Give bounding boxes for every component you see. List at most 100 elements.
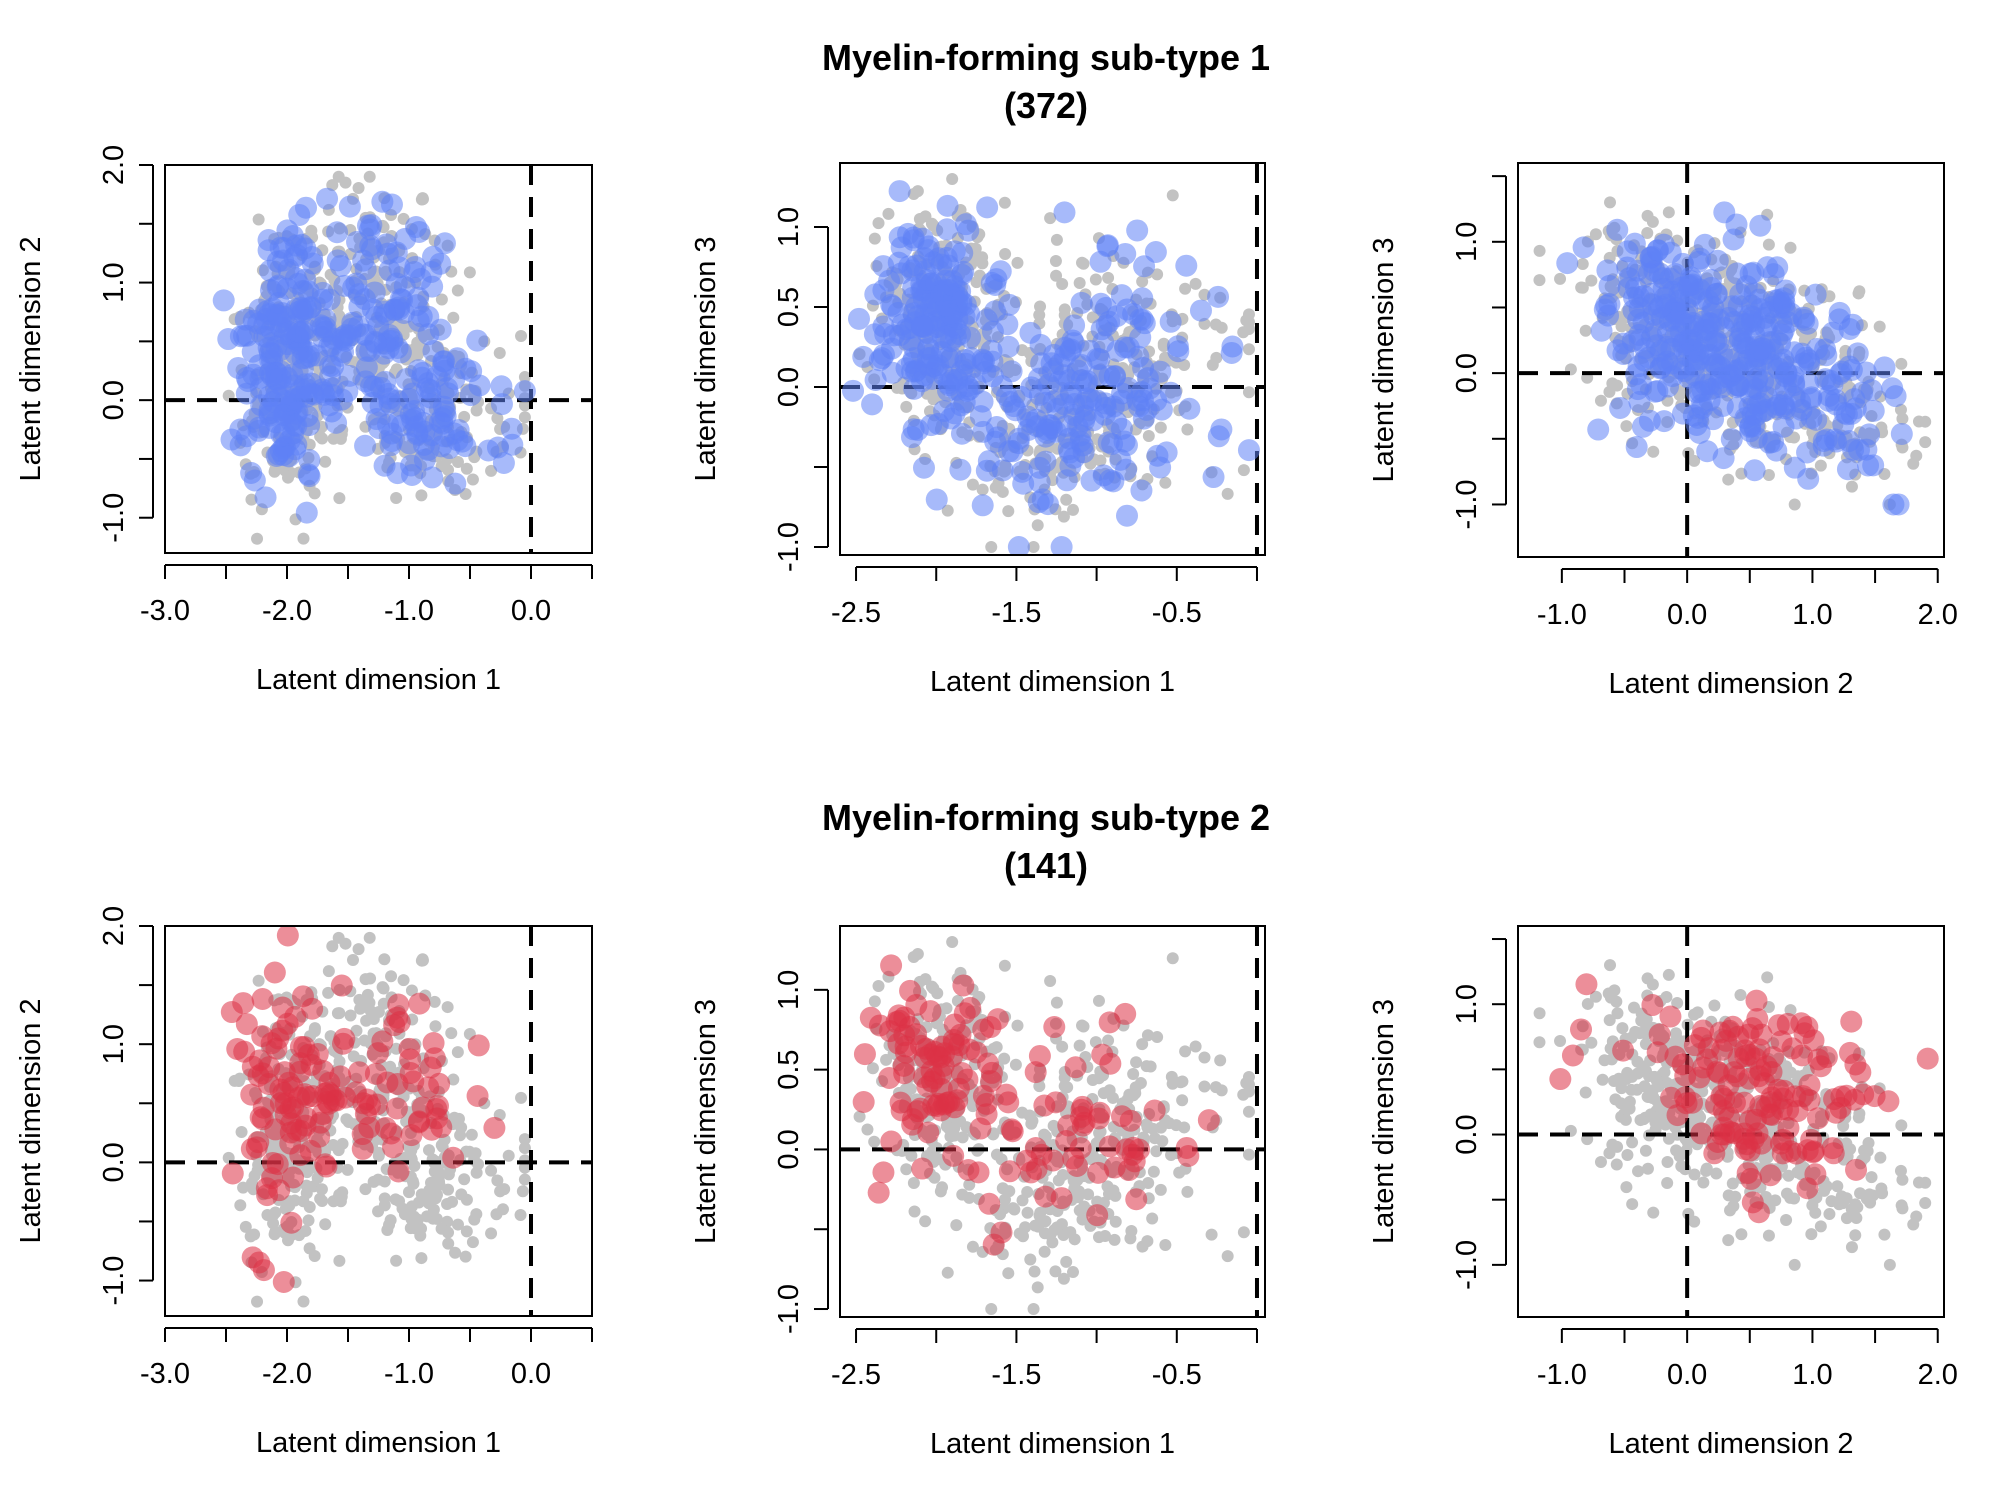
highlighted-point <box>405 415 428 438</box>
highlighted-point <box>1598 274 1621 297</box>
highlighted-point <box>365 1093 388 1116</box>
background-point <box>1727 1200 1740 1213</box>
background-point <box>299 1224 312 1237</box>
background-point <box>1136 275 1149 288</box>
background-point <box>429 1020 442 1033</box>
background-point <box>966 478 979 491</box>
background-point <box>1626 1136 1639 1149</box>
background-point <box>1788 498 1801 511</box>
highlighted-point <box>338 324 361 347</box>
background-point <box>1028 1265 1041 1278</box>
highlighted-point <box>936 194 959 217</box>
background-point <box>515 1091 528 1104</box>
background-point <box>911 948 924 961</box>
background-point <box>447 1073 460 1086</box>
highlighted-point <box>942 1144 965 1167</box>
y-tick-label: -1.0 <box>773 522 805 572</box>
highlighted-point <box>971 494 994 517</box>
background-point <box>970 276 983 289</box>
highlighted-point <box>221 1162 244 1185</box>
y-tick-label: 1.0 <box>773 207 805 247</box>
background-point <box>1179 1045 1192 1058</box>
background-point <box>1051 1221 1064 1234</box>
background-point <box>1147 1122 1160 1135</box>
highlighted-point <box>1796 1016 1819 1039</box>
highlighted-point <box>269 1078 292 1101</box>
background-point <box>1141 1029 1154 1042</box>
highlighted-point <box>1116 504 1139 527</box>
highlighted-point <box>1800 1128 1823 1151</box>
highlighted-point <box>294 237 317 260</box>
background-point <box>251 1295 264 1308</box>
background-point <box>1883 1258 1896 1271</box>
background-point <box>1878 1228 1891 1241</box>
highlighted-point <box>360 375 383 398</box>
background-point <box>1662 206 1675 219</box>
highlighted-point <box>1028 1044 1051 1067</box>
highlighted-point <box>272 1270 295 1293</box>
highlighted-point <box>1167 340 1190 363</box>
highlighted-point <box>1743 459 1766 482</box>
background-point <box>376 981 389 994</box>
highlighted-point <box>887 1004 910 1027</box>
highlighted-point <box>1764 374 1787 397</box>
highlighted-point <box>1001 1120 1024 1143</box>
background-point <box>1679 1163 1692 1176</box>
highlighted-point <box>447 419 470 442</box>
highlighted-point <box>314 1153 337 1176</box>
x-tick-label: -3.0 <box>140 1358 190 1390</box>
highlighted-point <box>1733 1091 1756 1114</box>
background-point <box>1735 1228 1748 1241</box>
highlighted-point <box>1071 1095 1094 1118</box>
background-point <box>1658 1066 1671 1079</box>
highlighted-point <box>326 221 349 244</box>
background-point <box>1019 1221 1032 1234</box>
highlighted-point <box>398 1037 421 1060</box>
highlighted-point <box>329 1065 352 1088</box>
background-point <box>1533 1007 1546 1020</box>
highlighted-point <box>477 439 500 462</box>
highlighted-point <box>1597 304 1620 327</box>
highlighted-point <box>352 249 375 272</box>
highlighted-point <box>1096 234 1119 257</box>
y-tick-label: -1.0 <box>773 1284 805 1334</box>
background-point <box>940 1002 953 1015</box>
background-point <box>1021 1206 1034 1219</box>
highlighted-point <box>385 1097 408 1120</box>
highlighted-point <box>333 1027 356 1050</box>
highlighted-point <box>1783 374 1806 397</box>
background-point <box>1178 1121 1191 1134</box>
highlighted-point <box>1178 397 1201 420</box>
background-point <box>1221 1250 1234 1263</box>
background-point <box>251 532 264 545</box>
highlighted-point <box>971 390 994 413</box>
background-point <box>301 1166 314 1179</box>
background-point <box>1708 999 1721 1012</box>
x-tick-label: 1.0 <box>1792 599 1832 631</box>
highlighted-point <box>442 1146 465 1169</box>
highlighted-point <box>417 372 440 395</box>
background-point <box>384 1214 397 1227</box>
highlighted-point <box>1838 318 1861 341</box>
y-axis-label: Latent dimension 3 <box>690 236 722 481</box>
highlighted-point <box>1703 1142 1726 1165</box>
background-point <box>1060 493 1073 506</box>
highlighted-point <box>1745 989 1768 1012</box>
plot-frame <box>839 925 1266 1318</box>
background-point <box>1147 1165 1160 1178</box>
background-point <box>1589 228 1602 241</box>
background-point <box>925 217 938 230</box>
highlighted-point <box>492 452 515 475</box>
background-point <box>998 959 1011 972</box>
background-point <box>463 266 476 279</box>
y-tick-label: -1.0 <box>1451 1240 1483 1290</box>
background-point <box>1068 1182 1081 1195</box>
background-point <box>302 1214 315 1227</box>
highlighted-point <box>1840 1010 1863 1033</box>
background-point <box>1649 1123 1662 1136</box>
background-point <box>1102 271 1115 284</box>
background-point <box>1038 1245 1051 1258</box>
background-point <box>1919 415 1932 428</box>
background-point <box>442 463 455 476</box>
x-tick-label: 2.0 <box>1918 1359 1958 1391</box>
